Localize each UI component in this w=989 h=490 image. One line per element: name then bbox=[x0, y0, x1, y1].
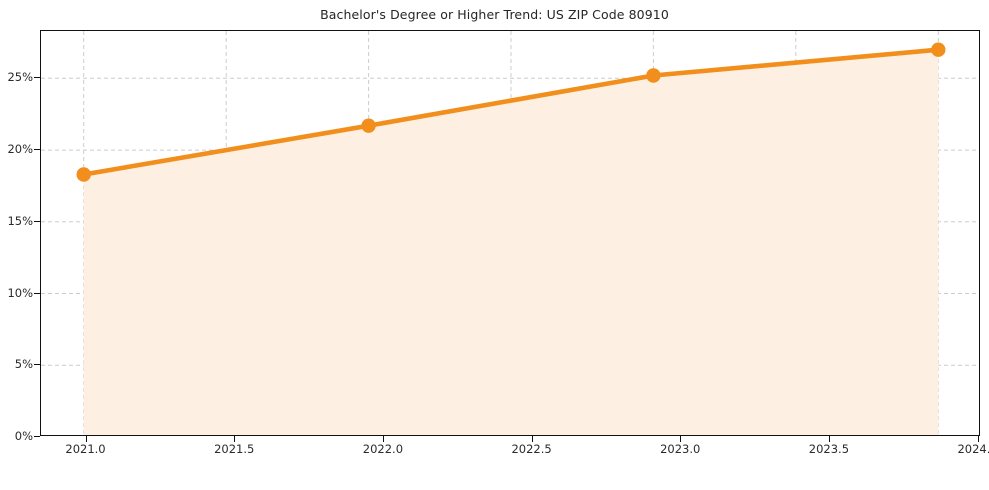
y-axis-tick-mark bbox=[34, 364, 40, 366]
x-axis-tick-mark bbox=[828, 436, 830, 442]
x-axis-tick-mark bbox=[680, 436, 682, 442]
x-axis-tick-label: 2023.0 bbox=[660, 442, 701, 456]
x-axis-tick-mark bbox=[977, 436, 979, 442]
data-series bbox=[76, 42, 946, 435]
data-point-marker bbox=[361, 118, 376, 133]
y-axis-tick-mark bbox=[34, 149, 40, 150]
plot-area bbox=[40, 30, 980, 436]
x-axis-tick-label: 2021.5 bbox=[214, 442, 255, 456]
trend-line bbox=[81, 47, 941, 177]
x-axis-tick-label: 2022.5 bbox=[511, 442, 552, 456]
data-point-marker bbox=[931, 42, 946, 57]
x-axis-tick-mark bbox=[85, 436, 87, 442]
x-axis-tick-label: 2024.0 bbox=[957, 442, 989, 456]
y-axis-tick-mark bbox=[34, 292, 40, 294]
y-axis-tick-mark bbox=[34, 220, 40, 222]
y-axis-tick-label: 15% bbox=[7, 213, 33, 228]
y-axis-tick-mark bbox=[34, 77, 40, 79]
chart-title: Bachelor's Degree or Higher Trend: US ZI… bbox=[320, 7, 669, 22]
area-fill bbox=[83, 49, 939, 435]
y-axis-tick-labels: 0% 5% 10% 15% 20% 25% bbox=[0, 0, 33, 490]
y-axis-tick-label: 10% bbox=[7, 285, 33, 300]
y-axis-tick-label: 5% bbox=[14, 357, 33, 372]
y-axis-tick-label: 0% bbox=[14, 429, 33, 443]
x-axis-tick-label: 2022.0 bbox=[362, 442, 404, 456]
x-axis-tick-label: 2023.5 bbox=[808, 442, 850, 456]
data-point-marker bbox=[646, 68, 661, 83]
x-axis-tick-mark bbox=[531, 436, 533, 442]
x-axis-tick-label: 2021.0 bbox=[65, 442, 106, 456]
y-axis-tick-mark bbox=[34, 436, 40, 437]
x-axis-tick-mark bbox=[234, 436, 236, 442]
x-axis-tick-mark bbox=[382, 436, 384, 442]
y-axis-tick-label: 20% bbox=[7, 142, 33, 156]
data-point-marker bbox=[76, 167, 91, 182]
y-axis-tick-label: 25% bbox=[7, 70, 33, 85]
